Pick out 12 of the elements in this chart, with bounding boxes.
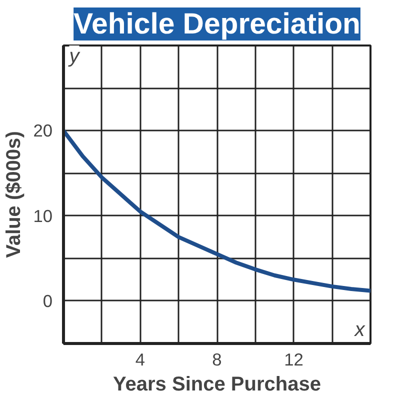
y-tick-label: 10 [33, 206, 53, 226]
x-tick-label: 12 [284, 350, 304, 370]
y-axis-title: Value ($000s) [3, 131, 26, 258]
chart-title: Vehicle Depreciation [74, 8, 360, 40]
x-tick-label: 4 [135, 350, 146, 370]
y-tick-label: 20 [33, 120, 53, 141]
line-series [64, 128, 370, 293]
annotation: y [67, 46, 80, 68]
x-tick-label: 8 [212, 350, 222, 370]
annotation: x [354, 318, 366, 341]
x-axis-title: Years Since Purchase [113, 374, 321, 396]
y-tick-label: 0 [42, 290, 53, 311]
